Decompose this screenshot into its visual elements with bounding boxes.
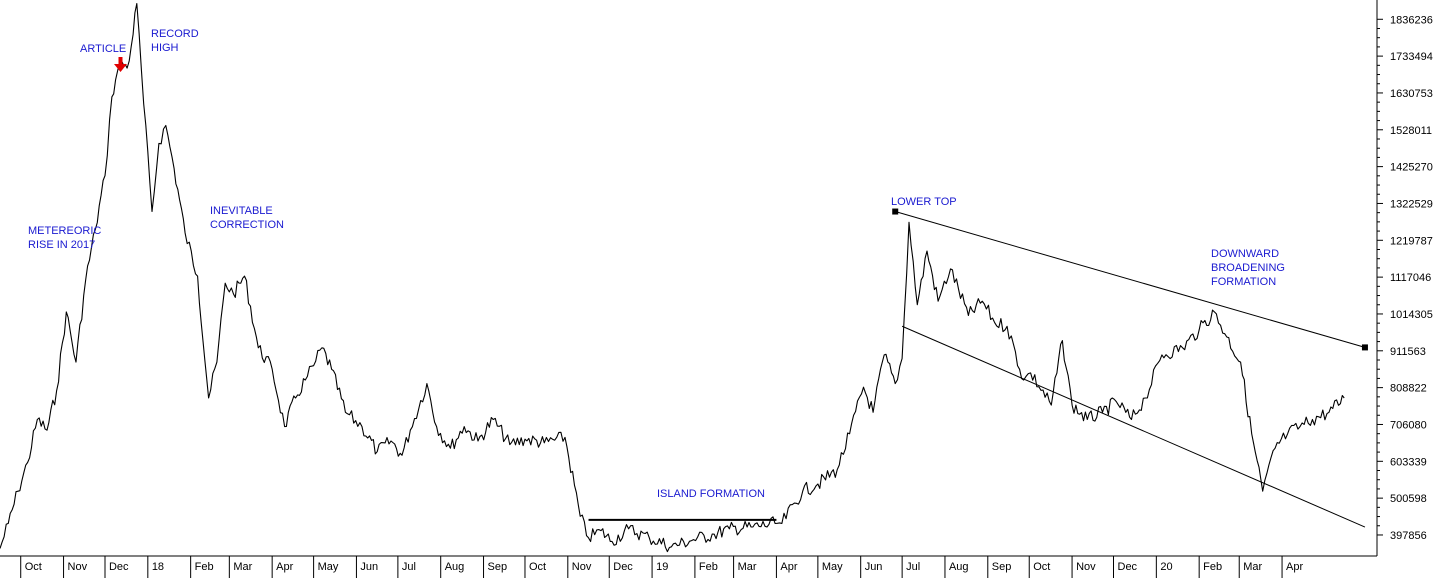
series-layer — [0, 3, 1345, 553]
x-tick-label: Jun — [360, 561, 378, 573]
downward-broadening-annotation-line: DOWNWARD — [1211, 248, 1279, 260]
y-tick-label: 1630753 — [1390, 88, 1433, 100]
y-tick-label: 911563 — [1390, 346, 1426, 358]
y-tick-label: 1014305 — [1390, 309, 1433, 321]
x-tick-label: Nov — [1076, 561, 1096, 573]
x-tick-label: Jul — [906, 561, 920, 573]
record-high-annotation-line: HIGH — [151, 42, 179, 54]
x-tick-label: Feb — [195, 561, 214, 573]
x-tick-label: Aug — [949, 561, 969, 573]
y-tick-label: 808822 — [1390, 383, 1427, 395]
x-tick-label: Jul — [402, 561, 416, 573]
x-axis: Oct Nov Dec 18 Feb Mar Apr May Jun Jul Aug Sep Oct No… — [0, 555, 1377, 578]
island-formation-annotation: ISLAND FORMATION — [657, 488, 765, 500]
article-annotation-line: ARTICLE — [80, 43, 126, 55]
metereoric-rise-annotation-line: METEREORIC — [28, 225, 101, 237]
x-tick-label: Mar — [233, 561, 252, 573]
x-tick-label: 19 — [656, 561, 668, 573]
x-tick-label: Jun — [865, 561, 883, 573]
y-tick-label: 1322529 — [1390, 198, 1433, 210]
y-tick-label: 603339 — [1390, 456, 1427, 468]
y-tick-label: 1219787 — [1390, 235, 1433, 247]
x-tick-label: Oct — [529, 561, 546, 573]
x-tick-label: Dec — [109, 561, 129, 573]
x-tick-label: Feb — [699, 561, 718, 573]
x-tick-label: Oct — [25, 561, 42, 573]
inevitable-correction-annotation: INEVITABLE CORRECTION — [210, 205, 284, 231]
upper-trendline — [895, 211, 1366, 348]
lower-trendline — [901, 325, 1366, 528]
x-tick-label: Apr — [780, 561, 797, 573]
x-tick-label: Dec — [613, 561, 633, 573]
y-tick-label: 706080 — [1390, 419, 1427, 431]
y-axis: 1836236 1733494 1630753 1528011 1425270 13225… — [1376, 0, 1433, 556]
downward-broadening-annotation-line: FORMATION — [1211, 276, 1276, 288]
metereoric-rise-annotation: METEREORIC RISE IN 2017 — [28, 225, 101, 251]
lower-top-annotation: LOWER TOP — [891, 196, 957, 208]
y-tick-label: 1733494 — [1390, 51, 1433, 63]
x-tick-label: May — [318, 561, 339, 573]
x-tick-label: Nov — [68, 561, 88, 573]
x-tick-label: Dec — [1118, 561, 1138, 573]
annotations: METEREORIC RISE IN 2017 ARTICLE RECORD HIGH I… — [28, 28, 1285, 500]
record-high-annotation-line: RECORD — [151, 28, 199, 40]
x-tick-label: 18 — [152, 561, 164, 573]
x-tick-label: Nov — [572, 561, 592, 573]
x-tick-label: Mar — [1243, 561, 1262, 573]
x-tick-label: May — [822, 561, 843, 573]
article-annotation: ARTICLE — [80, 43, 126, 55]
article-arrow-icon — [114, 57, 127, 72]
downward-broadening-annotation: DOWNWARD BROADENING FORMATION — [1211, 248, 1285, 288]
x-tick-label: Feb — [1203, 561, 1222, 573]
x-tick-label: Sep — [992, 561, 1012, 573]
x-tick-label: Apr — [1286, 561, 1303, 573]
trendlines — [588, 208, 1368, 528]
x-tick-label: Apr — [276, 561, 293, 573]
upper-trendline-end-marker — [1361, 344, 1368, 351]
y-tick-label: 500598 — [1390, 493, 1427, 505]
article-arrow-head — [114, 64, 127, 72]
x-tick-label: Aug — [445, 561, 465, 573]
island-formation-annotation-line: ISLAND FORMATION — [657, 488, 765, 500]
upper-trendline-start-marker — [892, 208, 899, 215]
inevitable-correction-annotation-line: CORRECTION — [210, 219, 284, 231]
downward-broadening-annotation-line: BROADENING — [1211, 262, 1285, 274]
price-line-series-0 — [0, 3, 1345, 553]
x-tick-label: Oct — [1033, 561, 1050, 573]
lower-top-annotation-line: LOWER TOP — [891, 196, 957, 208]
y-tick-label: 1425270 — [1390, 162, 1433, 174]
article-arrow-shaft — [118, 57, 123, 65]
x-tick-label: 20 — [1160, 561, 1172, 573]
x-tick-label: Mar — [738, 561, 757, 573]
y-tick-label: 1117046 — [1390, 272, 1431, 284]
y-tick-label: 1836236 — [1390, 14, 1433, 26]
x-tick-label: Sep — [488, 561, 508, 573]
metereoric-rise-annotation-line: RISE IN 2017 — [28, 239, 95, 251]
y-tick-label: 397856 — [1390, 530, 1427, 542]
y-tick-label: 1528011 — [1390, 125, 1432, 137]
record-high-annotation: RECORD HIGH — [151, 28, 199, 54]
inevitable-correction-annotation-line: INEVITABLE — [210, 205, 273, 217]
